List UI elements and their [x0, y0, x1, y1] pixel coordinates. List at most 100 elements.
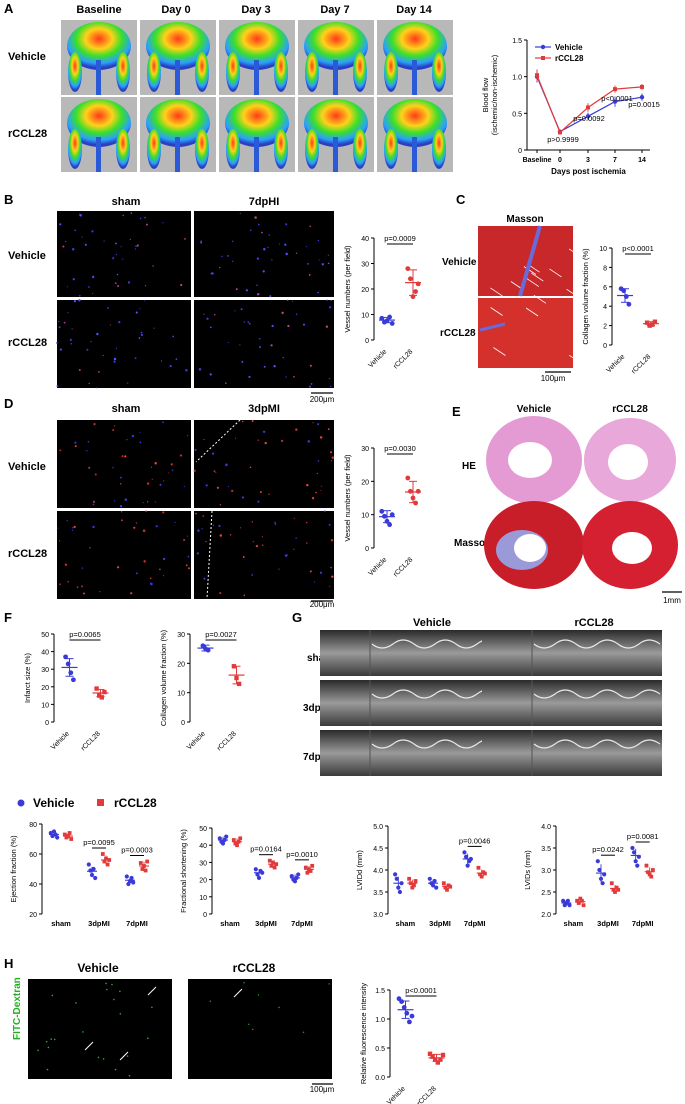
chartF2-y-tick-label-2: 20 — [177, 661, 185, 668]
speck-b-2-25 — [185, 369, 188, 372]
speck-b-3-31 — [295, 313, 298, 315]
chartG3-1-point-0-4 — [413, 879, 418, 883]
chartG4-1-point-0-3 — [580, 898, 584, 903]
chartG4-x-label-2: 7dpMI — [632, 919, 654, 928]
speck-b-0-12 — [136, 244, 139, 247]
panel-letter-c: C — [456, 192, 466, 207]
speck-d-1-23 — [317, 460, 320, 462]
chartG3-1-point-2-0 — [476, 865, 481, 870]
fitc-dot-vehicle-19 — [47, 1046, 50, 1049]
chartG4-1-point-1-1 — [611, 887, 616, 892]
chartG3-1-point-0-0 — [407, 876, 412, 881]
speck-d-0-27 — [119, 504, 123, 508]
chartG1-1-point-0-0 — [62, 832, 67, 837]
speck-d-2-29 — [130, 592, 133, 595]
speck-d-3-22 — [323, 510, 326, 513]
panelC-image-vehicle — [478, 226, 573, 296]
speck-b-3-15 — [240, 308, 243, 311]
chartA-y-tick-label-1: 0.5 — [512, 111, 522, 118]
speck-d-2-0 — [120, 511, 123, 513]
legend-rccl28-label: rCCL28 — [114, 796, 157, 810]
panelG-col-vehicle: Vehicle — [413, 617, 451, 629]
panelB-col-7dphi: 7dpHI — [249, 196, 280, 208]
speck-d-0-4 — [92, 500, 95, 503]
speck-b-0-28 — [79, 213, 81, 215]
speck-b-3-36 — [248, 322, 251, 325]
speck-b-0-19 — [180, 283, 183, 287]
chartB-y-tick-label-3: 30 — [361, 262, 369, 269]
laser-leftleg-0-3 — [305, 52, 319, 92]
chartA-legend-marker-vehicle — [540, 44, 546, 50]
speck-b-1-16 — [261, 231, 263, 234]
panelH-image-vehicle — [28, 979, 172, 1079]
chartG4-x-label-0: sham — [564, 919, 584, 928]
speck-b-3-33 — [209, 326, 212, 329]
speck-d-3-27 — [239, 527, 242, 529]
speck-b-3-24 — [248, 375, 251, 378]
speck-b-2-31 — [56, 385, 59, 388]
speck-d-0-14 — [139, 441, 142, 444]
speck-b-1-0 — [267, 246, 269, 248]
speck-d-3-38 — [251, 521, 254, 523]
speck-b-0-39 — [114, 242, 117, 245]
speck-b-1-4 — [269, 295, 272, 298]
speck-d-3-1 — [293, 517, 295, 519]
laser-rightleg-1-0 — [116, 129, 130, 169]
speck-d-0-0 — [112, 429, 115, 432]
chartG1-pvalue-1: p=0.0003 — [121, 846, 153, 855]
speck-b-1-1 — [285, 252, 288, 256]
echo-wall-trace-2-1 — [533, 739, 661, 749]
panelD-image-rccl28-3dpmi — [194, 511, 334, 599]
chartG1-1-point-2-1 — [140, 867, 145, 871]
laser-body-0-1 — [146, 22, 210, 70]
speck-b-3-1 — [292, 300, 294, 302]
speck-d-1-37 — [319, 436, 323, 439]
chartC-y-tick-label-5: 10 — [599, 246, 607, 253]
speck-d-0-2 — [124, 455, 127, 458]
chart-G-lvidd: 3.0 3.5 4.0 4.5 5.0 LVIDd (mm) sham 3dpMI 7dpMI p… — [355, 824, 490, 928]
panelB-image-rccl28-7dphi — [194, 300, 334, 388]
fitc-dot-rccl28-0 — [248, 1023, 250, 1025]
laser-body-0-3 — [304, 22, 368, 70]
speck-b-0-15 — [184, 238, 186, 240]
chartA-series-line-1 — [536, 74, 643, 134]
chartF2-y-tick-label-1: 10 — [177, 691, 185, 698]
chartG3-0-point-2-0 — [462, 850, 467, 855]
panel-letter-f: F — [4, 610, 12, 625]
chartG4-1-point-0-0 — [575, 898, 580, 903]
panelC-row-vehicle: Vehicle — [442, 257, 477, 268]
chart-A-blood-flow: 0 0.5 1.0 1.5 Blood flow (ischemic/non-ischem… — [481, 38, 660, 176]
speck-d-0-15 — [121, 455, 124, 457]
speck-d-1-11 — [194, 448, 197, 451]
speck-d-1-24 — [251, 420, 254, 422]
fitc-dot-vehicle-12 — [111, 983, 113, 986]
speck-b-1-36 — [200, 240, 202, 243]
speck-d-2-25 — [163, 575, 165, 577]
laser-tail-1-3 — [333, 137, 338, 172]
chartB-y-tick-label-0: 0 — [365, 338, 369, 345]
chartG3-1-point-1-2 — [445, 887, 449, 892]
speck-d-2-2 — [92, 525, 95, 529]
speck-b-1-26 — [231, 240, 234, 243]
chartG4-0-point-0-3 — [565, 898, 571, 903]
panelC-title-masson: Masson — [506, 214, 543, 225]
laser-tail-0-1 — [175, 60, 180, 95]
panel-letter-h: H — [4, 956, 13, 971]
speck-b-0-7 — [112, 257, 115, 260]
speck-b-1-19 — [249, 229, 252, 232]
speck-b-3-0 — [325, 325, 329, 328]
panelA-row-rccl28: rCCL28 — [8, 128, 47, 140]
chartG1-1-point-0-4 — [69, 837, 74, 841]
chartG4-0-point-0-4 — [567, 903, 572, 908]
speck-b-2-4 — [78, 299, 81, 302]
fitc-dot-vehicle-18 — [119, 990, 121, 993]
chartH-y-tick-label-0: 0.0 — [375, 1075, 385, 1082]
chartG1-1-point-1-1 — [102, 859, 107, 864]
laser-tail-0-0 — [96, 60, 101, 95]
laser-tail-1-1 — [175, 137, 180, 172]
speck-b-1-39 — [227, 254, 229, 257]
chartB-y-tick-label-2: 20 — [361, 287, 369, 294]
speck-d-0-13 — [179, 454, 183, 457]
echocardiography-images — [320, 630, 662, 776]
